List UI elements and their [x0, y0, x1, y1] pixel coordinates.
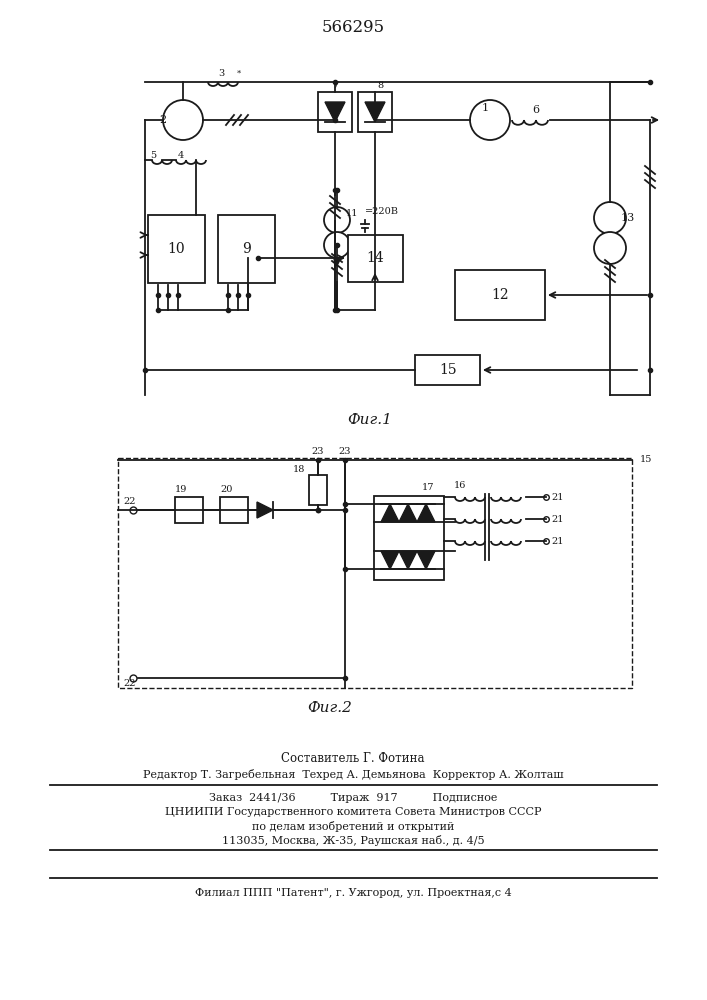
- Circle shape: [594, 202, 626, 234]
- Bar: [415, 355, 480, 385]
- Text: 21: 21: [551, 514, 563, 524]
- Polygon shape: [381, 551, 399, 569]
- Text: 22: 22: [123, 678, 136, 688]
- Text: 23: 23: [312, 448, 325, 456]
- Text: ЦНИИПИ Государственного комитета Совета Министров СССР: ЦНИИПИ Государственного комитета Совета …: [165, 807, 542, 817]
- Text: 10: 10: [168, 242, 185, 256]
- Bar: [455, 270, 545, 320]
- Text: 21: 21: [551, 492, 563, 502]
- Polygon shape: [417, 551, 435, 569]
- Text: 566295: 566295: [322, 19, 385, 36]
- Bar: [309, 475, 327, 505]
- Polygon shape: [417, 504, 435, 522]
- Text: 21: 21: [551, 536, 563, 546]
- Text: 15: 15: [439, 363, 457, 377]
- Circle shape: [324, 207, 350, 233]
- Text: 3: 3: [218, 70, 224, 79]
- Text: =220В: =220В: [365, 208, 399, 217]
- Text: 6: 6: [532, 105, 539, 115]
- Text: Филиал ППП "Патент", г. Ужгород, ул. Проектная,с 4: Филиал ППП "Патент", г. Ужгород, ул. Про…: [194, 888, 511, 898]
- Bar: [175, 497, 203, 523]
- Text: Редактор Т. Загребельная  Техред А. Демьянова  Корректор А. Жолташ: Редактор Т. Загребельная Техред А. Демья…: [143, 770, 563, 780]
- Text: Фиг.2: Фиг.2: [308, 701, 352, 715]
- Text: 15: 15: [640, 456, 653, 464]
- Bar: [374, 496, 444, 580]
- Text: 13: 13: [621, 213, 635, 223]
- Text: 5: 5: [150, 150, 156, 159]
- Text: по делам изобретений и открытий: по делам изобретений и открытий: [252, 820, 454, 832]
- Text: 19: 19: [175, 486, 187, 494]
- Text: 17: 17: [421, 484, 434, 492]
- Text: 8: 8: [377, 82, 383, 91]
- Text: 113035, Москва, Ж-35, Раушская наб., д. 4/5: 113035, Москва, Ж-35, Раушская наб., д. …: [222, 834, 484, 846]
- Text: Заказ  2441/36          Тираж  917          Подписное: Заказ 2441/36 Тираж 917 Подписное: [209, 793, 497, 803]
- Text: 18: 18: [293, 466, 305, 475]
- Polygon shape: [399, 551, 417, 569]
- Polygon shape: [257, 502, 273, 518]
- Text: 7: 7: [332, 82, 338, 91]
- Text: 23: 23: [339, 448, 351, 456]
- Text: Фиг.1: Фиг.1: [348, 413, 392, 427]
- Bar: [220, 497, 248, 523]
- Polygon shape: [399, 504, 417, 522]
- Text: 1: 1: [481, 103, 489, 113]
- Text: *: *: [237, 70, 241, 78]
- Text: 11: 11: [346, 209, 358, 218]
- Text: 14: 14: [366, 251, 384, 265]
- Polygon shape: [381, 504, 399, 522]
- Text: 4: 4: [178, 150, 185, 159]
- Circle shape: [324, 232, 350, 258]
- Text: 20: 20: [220, 486, 233, 494]
- Bar: [148, 215, 205, 283]
- Text: 12: 12: [491, 288, 509, 302]
- Polygon shape: [325, 102, 345, 122]
- Bar: [348, 235, 403, 282]
- Text: 22: 22: [123, 497, 136, 506]
- Bar: [318, 92, 352, 132]
- Bar: [118, 458, 632, 688]
- Circle shape: [594, 232, 626, 264]
- Bar: [358, 92, 392, 132]
- Polygon shape: [365, 102, 385, 122]
- Text: 16: 16: [454, 481, 466, 489]
- Text: 9: 9: [242, 242, 251, 256]
- Text: Составитель Г. Фотина: Составитель Г. Фотина: [281, 752, 425, 764]
- Bar: [218, 215, 275, 283]
- Circle shape: [470, 100, 510, 140]
- Circle shape: [163, 100, 203, 140]
- Text: 2: 2: [160, 115, 167, 125]
